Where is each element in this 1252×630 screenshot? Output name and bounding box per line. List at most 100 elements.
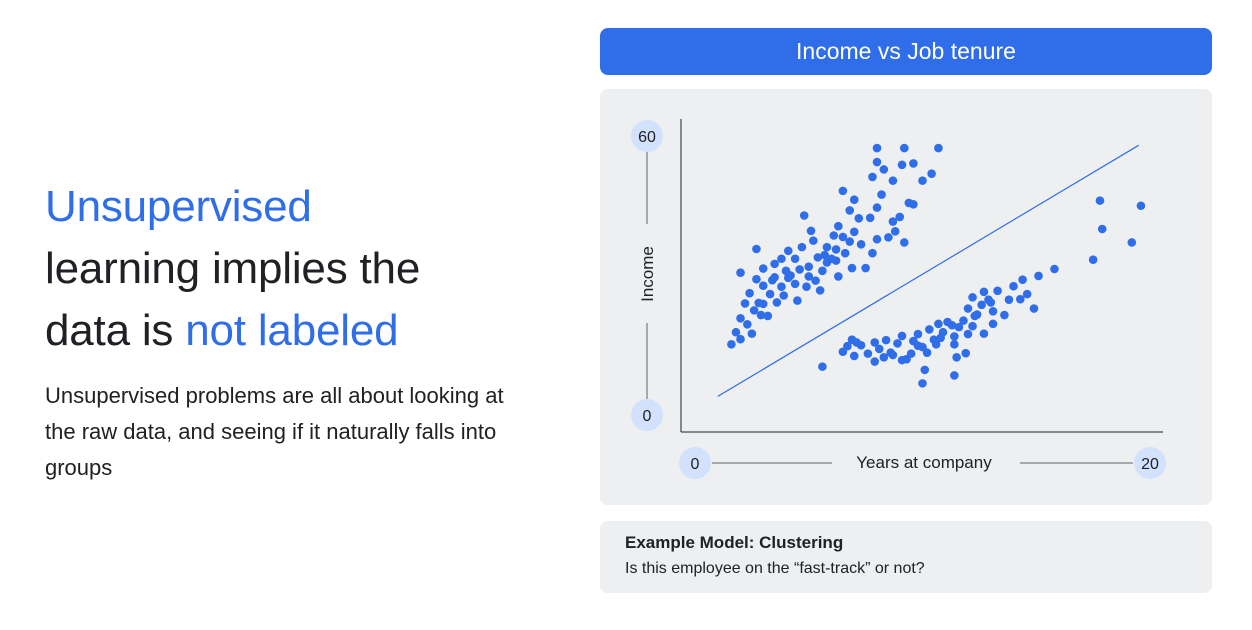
data-point-cluster1-81 <box>815 286 825 295</box>
data-point-cluster1-0 <box>727 340 736 349</box>
body-text: Unsupervised problems are all about look… <box>45 383 504 480</box>
data-point-cluster2-23 <box>959 316 968 325</box>
data-point-cluster1-6 <box>749 306 759 315</box>
data-point-cluster2-47 <box>870 357 880 366</box>
data-point-cluster1-44 <box>872 157 882 167</box>
data-point-cluster1-71 <box>758 264 768 273</box>
data-point-cluster2-36 <box>1022 289 1032 299</box>
data-point-cluster2-69 <box>986 298 996 307</box>
data-point-cluster1-59 <box>840 248 850 258</box>
divider-trend-line <box>717 144 1139 397</box>
data-point-cluster2-34 <box>979 287 989 297</box>
data-point-cluster1-35 <box>849 227 859 237</box>
data-point-cluster2-37 <box>1034 271 1043 281</box>
y-tick-badge-bottom <box>631 399 663 431</box>
headline-line3-start: data is <box>45 306 186 355</box>
data-point-cluster2-25 <box>968 321 977 331</box>
scatter-chart-panel: 60 0 0 20 Years at company Income <box>600 89 1212 505</box>
data-point-cluster1-73 <box>736 268 745 278</box>
data-point-cluster2-22 <box>954 322 964 332</box>
data-point-cluster2-30 <box>993 286 1002 296</box>
data-point-cluster1-5 <box>756 310 766 320</box>
data-point-cluster1-84 <box>820 250 829 260</box>
data-point-cluster2-61 <box>1029 304 1039 313</box>
data-point-cluster1-83 <box>793 296 802 305</box>
data-point-cluster2-52 <box>936 333 945 343</box>
data-point-cluster2-32 <box>1004 295 1014 304</box>
data-point-cluster2-55 <box>920 365 930 375</box>
data-point-cluster2-46 <box>879 353 889 362</box>
data-point-cluster1-38 <box>877 190 886 199</box>
data-point-cluster1-9 <box>772 298 782 307</box>
data-point-cluster2-16 <box>925 325 934 334</box>
data-point-cluster1-34 <box>838 232 848 242</box>
data-point-cluster2-39 <box>979 329 989 338</box>
scatter-chart: 60 0 0 20 Years at company Income <box>631 119 1166 479</box>
data-point-cluster1-77 <box>786 271 795 280</box>
data-point-cluster2-14 <box>913 329 923 339</box>
data-point-cluster1-87 <box>831 256 841 265</box>
data-point-cluster1-29 <box>831 245 841 254</box>
data-point-cluster1-33 <box>829 231 839 240</box>
data-point-cluster2-54 <box>970 311 980 321</box>
y-axis-label: Income <box>638 246 657 302</box>
data-point-cluster1-41 <box>868 172 877 182</box>
data-point-cluster2-65 <box>1095 196 1105 205</box>
data-point-cluster2-21 <box>950 332 959 341</box>
data-point-cluster1-80 <box>736 313 745 323</box>
data-point-cluster1-68 <box>783 246 793 256</box>
data-point-cluster1-24 <box>804 262 814 271</box>
data-point-cluster2-64 <box>1136 201 1146 211</box>
data-point-cluster1-11 <box>765 289 775 299</box>
data-point-cluster1-51 <box>927 169 936 178</box>
data-point-cluster1-36 <box>865 213 875 223</box>
data-point-cluster1-21 <box>811 276 820 285</box>
y-tick-label-top: 60 <box>638 129 656 146</box>
data-point-cluster1-40 <box>838 186 848 196</box>
data-point-cluster1-45 <box>909 159 918 168</box>
data-point-cluster1-85 <box>895 212 905 222</box>
data-point-cluster1-43 <box>888 176 898 185</box>
data-point-cluster2-0 <box>818 362 827 371</box>
data-point-cluster2-7 <box>874 344 884 354</box>
data-point-cluster1-20 <box>802 282 811 291</box>
data-point-cluster1-13 <box>745 288 754 298</box>
data-point-cluster2-2 <box>843 341 852 351</box>
data-point-cluster2-48 <box>888 350 898 360</box>
scatter-points <box>727 143 1146 388</box>
data-point-cluster1-47 <box>872 143 882 153</box>
data-point-cluster2-59 <box>950 371 959 380</box>
data-point-cluster2-11 <box>897 331 907 341</box>
data-point-cluster1-50 <box>918 176 927 185</box>
data-point-cluster2-42 <box>931 340 941 349</box>
data-point-cluster2-24 <box>963 304 973 313</box>
y-tick-badge-top <box>631 120 663 152</box>
data-point-cluster1-56 <box>845 206 854 215</box>
data-point-cluster1-31 <box>806 226 816 236</box>
data-point-cluster2-50 <box>847 335 857 344</box>
data-point-cluster2-67 <box>1097 224 1107 234</box>
chart-title: Income vs Job tenure <box>796 38 1016 64</box>
x-tick-badge-right <box>1134 447 1166 479</box>
x-tick-label-left: 0 <box>691 456 700 473</box>
headline: Unsupervised learning implies the data i… <box>45 176 565 362</box>
data-point-cluster2-45 <box>897 355 907 365</box>
data-point-cluster1-23 <box>818 266 827 276</box>
example-model-title: Example Model: Clustering <box>625 533 844 552</box>
data-point-cluster1-66 <box>861 263 870 273</box>
data-point-cluster1-69 <box>777 254 786 264</box>
data-point-cluster1-39 <box>849 195 859 205</box>
data-point-cluster1-86 <box>845 237 854 246</box>
chart-title-banner: Income vs Job tenure <box>600 28 1212 75</box>
data-point-cluster2-41 <box>950 340 959 349</box>
data-point-cluster2-57 <box>952 353 961 362</box>
data-point-cluster2-68 <box>968 293 977 302</box>
data-point-cluster1-14 <box>758 281 768 291</box>
y-tick-label-bottom: 0 <box>643 408 652 425</box>
data-point-cluster1-4 <box>743 320 752 329</box>
data-point-cluster1-3 <box>747 329 757 338</box>
data-point-cluster1-7 <box>763 311 773 321</box>
data-point-cluster1-2 <box>731 327 741 337</box>
data-point-cluster1-48 <box>900 143 909 153</box>
data-point-cluster2-43 <box>922 348 932 357</box>
